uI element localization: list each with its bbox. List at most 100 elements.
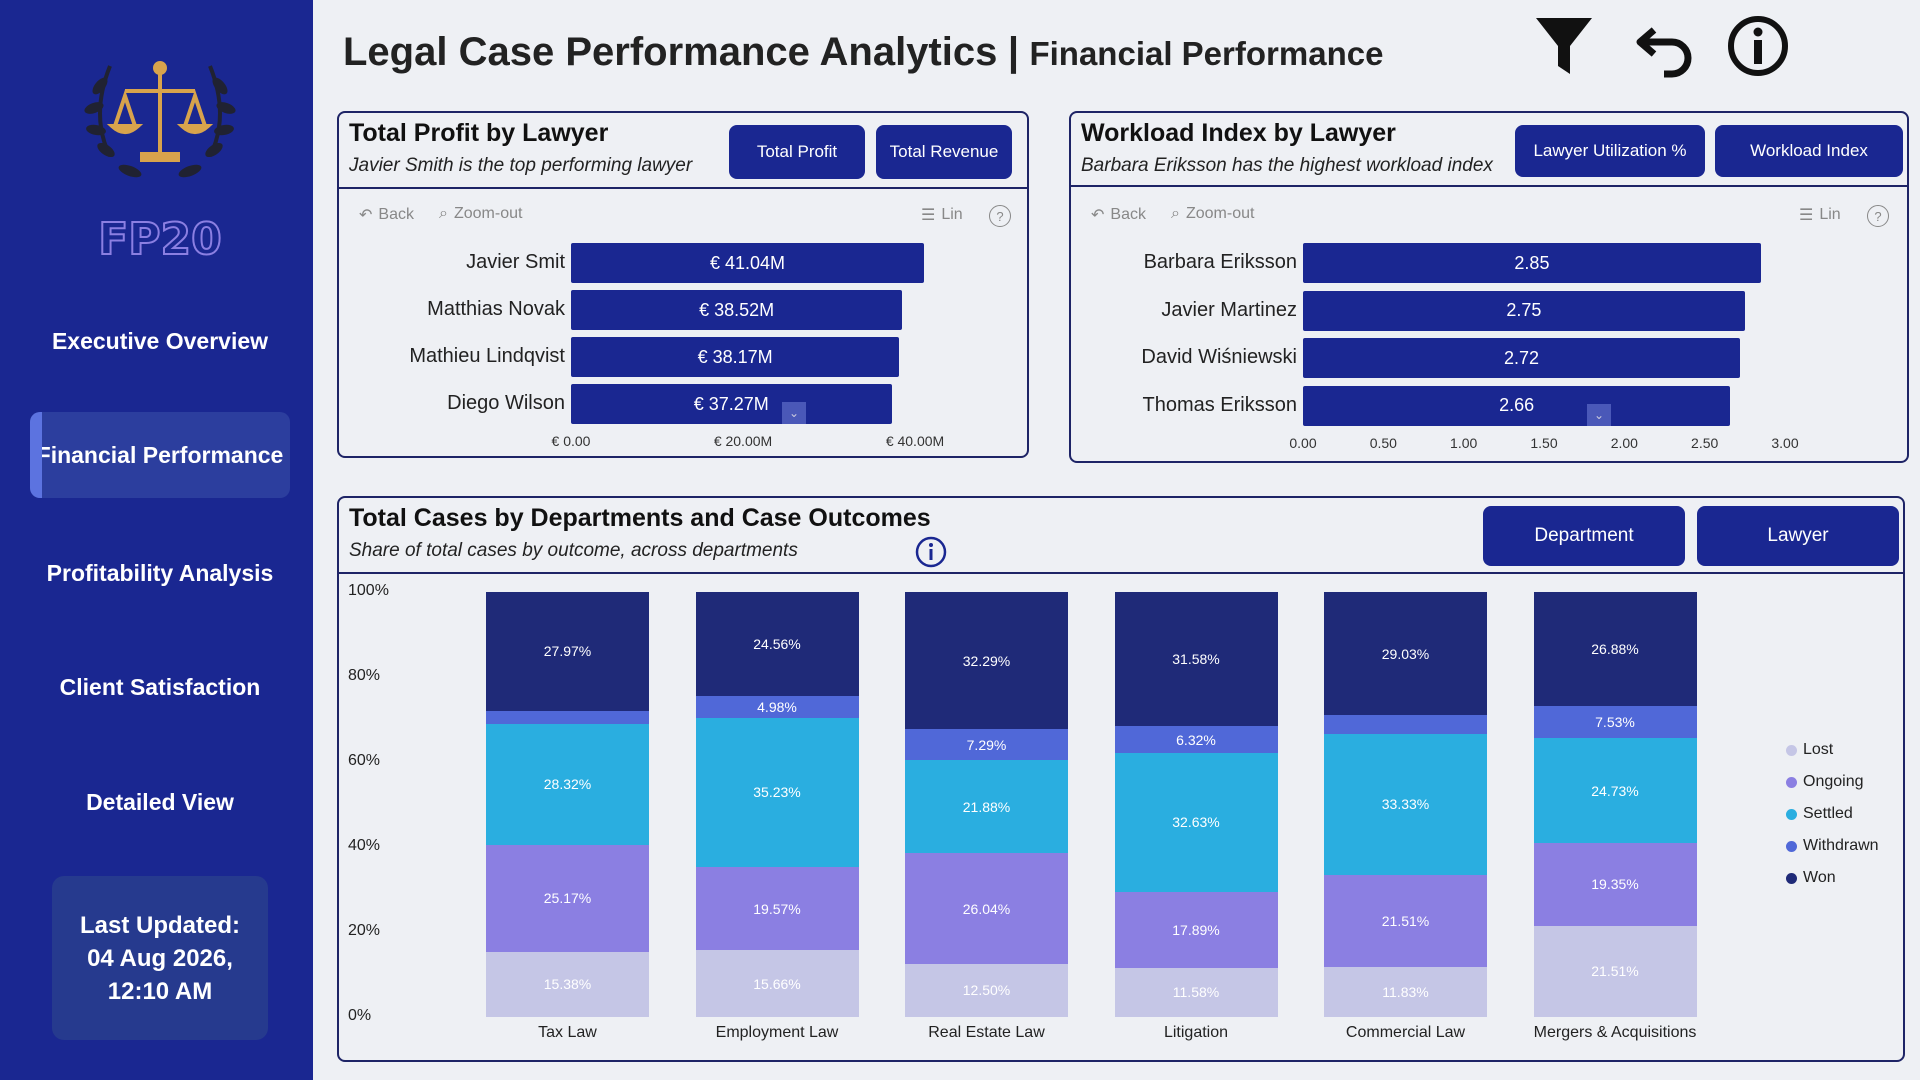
stack-segment: 19.35% [1533, 843, 1697, 926]
page-title: Legal Case Performance Analytics | Finan… [343, 30, 1383, 75]
panel-subtitle: Share of total cases by outcome, across … [349, 540, 798, 561]
lawyer-utilization-button[interactable]: Lawyer Utilization % [1515, 125, 1705, 177]
last-updated-date: 04 Aug 2026, [87, 944, 233, 972]
x-tick-label: Tax Law [538, 1024, 597, 1041]
nav-profitability-analysis[interactable]: Profitability Analysis [30, 530, 290, 616]
bar: € 41.04M [571, 243, 924, 283]
stack-segment: 7.29% [905, 729, 1068, 761]
info-icon[interactable] [1726, 14, 1790, 78]
back-button[interactable]: ↶ Back [1091, 205, 1146, 225]
stack-segment [486, 710, 649, 725]
lin-button[interactable]: ☰ Lin [921, 205, 963, 225]
last-updated-label: Last Updated: [79, 911, 240, 939]
back-label: Back [378, 206, 414, 223]
stack-segment: 33.33% [1324, 733, 1487, 876]
bar: € 37.27M [571, 384, 892, 424]
stack-segment: 12.50% [905, 963, 1068, 1017]
nav-label: Executive Overview [51, 327, 269, 354]
stack-segment: 15.66% [695, 950, 859, 1017]
list-icon: ☰ [1799, 207, 1814, 224]
legend-item: Lost [1786, 741, 1833, 759]
stack-segment: 19.57% [695, 867, 859, 951]
button-label: Total Revenue [889, 142, 999, 161]
lin-button[interactable]: ☰ Lin [1799, 205, 1841, 225]
help-label: ? [996, 208, 1004, 224]
stack-segment [1324, 715, 1487, 734]
nav-detailed-view[interactable]: Detailed View [30, 759, 290, 845]
back-icon: ↶ [359, 207, 373, 224]
help-icon[interactable]: ? [1867, 205, 1889, 227]
button-label: Total Profit [756, 142, 838, 161]
x-tick-label: € 20.00M [713, 433, 773, 449]
stack-segment: 29.03% [1324, 592, 1487, 716]
help-icon[interactable]: ? [989, 205, 1011, 227]
x-tick-label: 3.00 [1771, 435, 1799, 451]
panel-subtitle: Javier Smith is the top performing lawye… [349, 155, 693, 176]
workload-index-button[interactable]: Workload Index [1715, 125, 1903, 177]
x-tick-label: 2.50 [1691, 435, 1719, 451]
bar: € 38.52M [571, 290, 903, 330]
nav-client-satisfaction[interactable]: Client Satisfaction [30, 644, 290, 730]
nav-label: Detailed View [86, 788, 234, 815]
legend-label: Won [1803, 869, 1836, 886]
stack-segment: 31.58% [1114, 592, 1278, 727]
list-icon: ☰ [921, 207, 936, 224]
nav-financial-performance[interactable]: Financial Performance [30, 412, 290, 498]
y-tick-label: 20% [348, 922, 381, 939]
zoom-out-button[interactable]: ⌕ Zoom-out [439, 205, 522, 223]
laurel-wreath-icon [84, 65, 236, 178]
stack-segment: 4.98% [695, 696, 859, 718]
x-tick-label: € 0.00 [551, 433, 591, 449]
bar: 2.66 [1303, 385, 1731, 426]
legend-item: Settled [1786, 805, 1853, 823]
sidebar: FP20 Executive Overview Financial Perfor… [0, 0, 313, 1080]
stack-segment: 26.88% [1533, 592, 1697, 707]
total-revenue-button[interactable]: Total Revenue [876, 125, 1012, 179]
x-tick-label: Commercial Law [1345, 1024, 1466, 1041]
nav-executive-overview[interactable]: Executive Overview [30, 298, 290, 384]
stack-segment: 21.88% [905, 760, 1068, 854]
stack-segment: 28.32% [486, 724, 649, 845]
bar-label: David Wiśniewski [1141, 346, 1297, 368]
bar: € 38.17M [571, 337, 900, 377]
lawyer-button[interactable]: Lawyer [1697, 506, 1899, 566]
filter-icon[interactable] [1532, 14, 1596, 78]
scroll-caret-icon: ⌄ [782, 402, 806, 424]
last-updated-card: Last Updated: 04 Aug 2026, 12:10 AM [52, 876, 268, 1040]
legend-label: Withdrawn [1803, 837, 1879, 854]
x-tick-label: 0.50 [1369, 435, 1397, 451]
workload-panel: Workload Index by Lawyer Barbara Eriksso… [1069, 111, 1909, 463]
scales-of-justice-icon [106, 61, 214, 162]
nav-label: Profitability Analysis [46, 559, 274, 586]
back-button[interactable]: ↶ Back [359, 205, 414, 225]
stack-segment: 6.32% [1114, 726, 1278, 754]
department-button[interactable]: Department [1483, 506, 1685, 566]
x-tick-label: Litigation [1163, 1024, 1229, 1041]
zoom-out-button[interactable]: ⌕ Zoom-out [1171, 205, 1254, 223]
logo: FP20 [84, 61, 236, 266]
panel-title: Total Profit by Lawyer [349, 119, 609, 147]
x-tick-label: 2.00 [1610, 435, 1638, 451]
profit-panel: Total Profit by Lawyer Javier Smith is t… [337, 111, 1029, 458]
undo-icon[interactable] [1634, 14, 1698, 78]
button-label: Department [1534, 525, 1634, 546]
bar-label: Diego Wilson [447, 392, 565, 414]
stack-segment: 7.53% [1533, 706, 1697, 739]
y-tick-label: 80% [348, 667, 381, 684]
title-separator: | [1007, 30, 1020, 74]
button-label: Workload Index [1750, 141, 1868, 160]
legend-swatch [1786, 776, 1797, 788]
legend-swatch [1786, 808, 1797, 820]
bar: 2.75 [1303, 290, 1745, 331]
bar-label: Thomas Eriksson [1142, 393, 1298, 416]
back-label: Back [1110, 206, 1146, 223]
lin-label: Lin [941, 206, 963, 223]
info-icon[interactable] [915, 536, 947, 568]
x-tick-label: 0.00 [1289, 435, 1317, 451]
legend-item: Withdrawn [1786, 837, 1879, 855]
legend-swatch [1786, 744, 1797, 756]
panel-title: Workload Index by Lawyer [1081, 119, 1396, 147]
total-profit-button[interactable]: Total Profit [729, 125, 865, 179]
page-subtitle: Financial Performance [1029, 35, 1384, 72]
zoom-label: Zoom-out [1185, 205, 1255, 222]
